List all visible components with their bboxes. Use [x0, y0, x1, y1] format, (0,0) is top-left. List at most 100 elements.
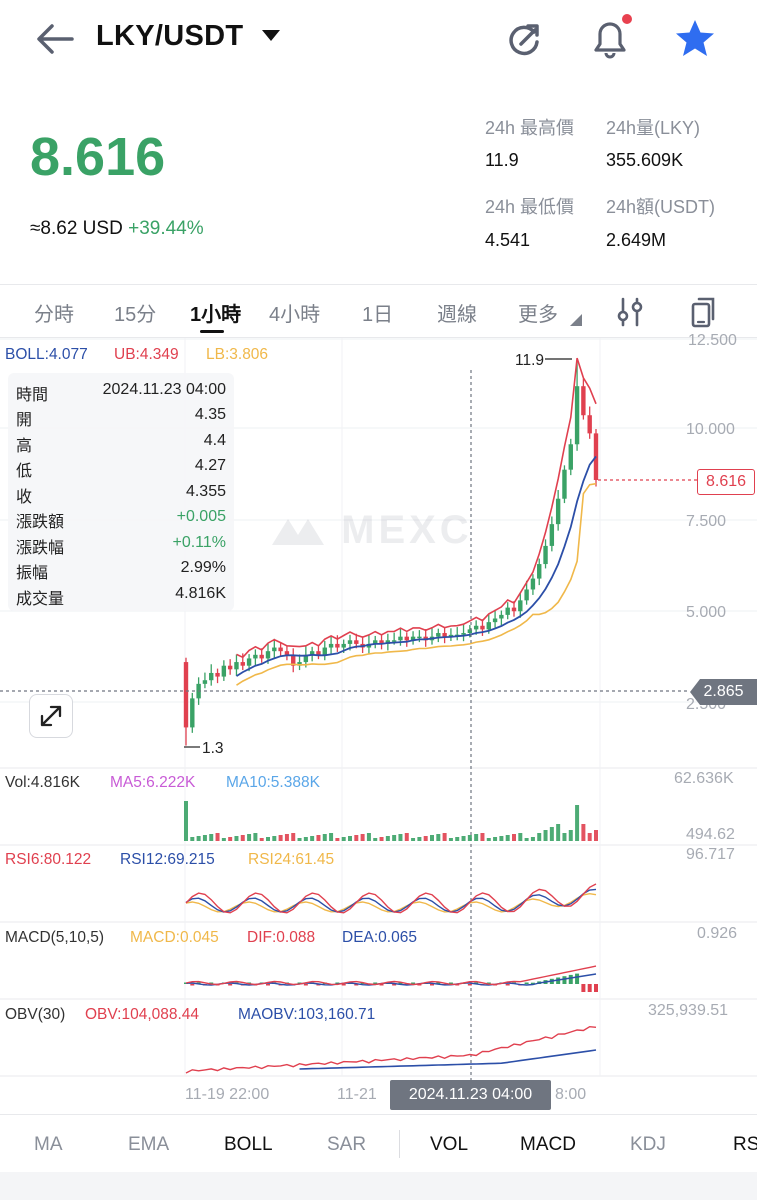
macd-histogram-bar [303, 984, 308, 986]
candle-body [442, 633, 447, 637]
divider [0, 284, 757, 285]
divider [0, 337, 757, 338]
fullscreen-toggle-button[interactable] [690, 296, 718, 333]
candle-body [253, 654, 258, 659]
active-tab-indicator [200, 330, 224, 333]
tab-timeline[interactable]: 分時 [34, 304, 74, 326]
candle-body [316, 651, 321, 655]
volume-bar [423, 836, 428, 841]
kline-chart[interactable] [0, 338, 757, 1113]
tab-weekly[interactable]: 週線 [437, 304, 477, 326]
macd-histogram-bar [530, 982, 535, 984]
macd-histogram-bar [209, 982, 214, 984]
macd-histogram-bar [398, 982, 403, 984]
indicator-boll[interactable]: BOLL [224, 1134, 273, 1155]
candle-body [530, 578, 536, 590]
candle-body [259, 654, 264, 659]
expand-chart-button[interactable] [29, 694, 73, 738]
candle-body [322, 647, 327, 655]
tooltip-value: 4.816K [175, 585, 226, 602]
volume-bar [575, 805, 580, 841]
tooltip-row: 成交量 4.816K [16, 585, 226, 609]
amount-label: 24h額(USDT) [606, 197, 716, 217]
amount-value: 2.649M [606, 230, 667, 250]
volume-bar [373, 838, 378, 841]
volume-bar [480, 833, 485, 841]
time-axis-label: 8:00 [555, 1086, 587, 1103]
alert-button[interactable] [588, 12, 634, 60]
candle-body [354, 640, 359, 644]
tooltip-row: 漲跌幅 +0.11% [16, 534, 226, 558]
volume-bar [354, 835, 359, 841]
indicator-ma[interactable]: MA [34, 1134, 63, 1155]
indicator-sar[interactable]: SAR [327, 1134, 367, 1155]
volume-bar [404, 833, 409, 841]
volume-bar [518, 833, 523, 841]
candle-body [499, 614, 504, 619]
tab-1h[interactable]: 1小時 [190, 304, 242, 326]
candle-body [524, 589, 529, 601]
macd-histogram-bar [556, 977, 561, 984]
tooltip-value: +0.005 [176, 508, 226, 525]
volume-bar [196, 836, 201, 841]
macd-histogram-bar [190, 984, 195, 986]
back-button[interactable] [34, 22, 76, 56]
candle-body [303, 654, 309, 663]
candle-body [423, 636, 428, 641]
boll-ub-value: UB:4.349 [114, 346, 179, 363]
indicator-ema[interactable]: EMA [128, 1134, 170, 1155]
refresh-button[interactable] [504, 20, 544, 60]
volume-bar [505, 835, 510, 841]
volume-bar [360, 834, 365, 841]
mexc-watermark: MEXC [270, 508, 473, 553]
candle-body [309, 651, 315, 655]
tab-1d[interactable]: 1日 [362, 304, 394, 326]
candle-body [404, 636, 409, 641]
indicator-vol[interactable]: VOL [430, 1134, 469, 1155]
tooltip-key: 高 [16, 438, 33, 455]
tooltip-row: 時間 2024.11.23 04:00 [16, 381, 226, 405]
indicator-kdj[interactable]: KDJ [630, 1134, 666, 1155]
volume-bar [284, 834, 289, 841]
volume-bar [303, 837, 308, 841]
candle-body [574, 386, 580, 445]
pair-title[interactable]: LKY/USDT [96, 20, 244, 52]
high-label: 24h 最高價 [485, 118, 575, 138]
boll-lb-line [236, 482, 597, 686]
candle-body [505, 607, 510, 615]
volume-bar [594, 830, 598, 841]
macd-histogram-bar [594, 984, 598, 992]
tooltip-value: 2.99% [180, 559, 226, 576]
candle-body [480, 625, 485, 630]
macd-axis-max: 0.926 [697, 925, 738, 942]
candle-body [265, 651, 271, 659]
tab-15m[interactable]: 15分 [114, 304, 157, 326]
caret-down-icon[interactable] [262, 30, 280, 41]
macd-histogram-bar [335, 982, 340, 984]
rsi24-value: RSI24:61.45 [248, 851, 335, 868]
indicator-macd[interactable]: MACD [520, 1134, 576, 1155]
candle-body [511, 607, 517, 612]
volume-bar [499, 836, 504, 841]
macd-histogram-bar [524, 982, 529, 984]
volume-bar [512, 834, 516, 841]
indicator-settings-button[interactable] [616, 296, 644, 333]
candle-body [347, 640, 353, 644]
candle-body [234, 662, 239, 670]
macd-histogram-bar [436, 982, 441, 984]
maobv-value: MAOBV:103,160.71 [238, 1006, 376, 1023]
tooltip-value: 2024.11.23 04:00 [102, 381, 226, 398]
tab-4h[interactable]: 4小時 [269, 304, 321, 326]
vol-axis-min: 494.62 [686, 826, 735, 843]
tab-more[interactable]: 更多 [518, 304, 558, 326]
favorite-button[interactable] [673, 18, 717, 60]
candle-body [284, 651, 290, 655]
volume-bar [474, 834, 479, 841]
indicator-rsi[interactable]: RS [733, 1134, 757, 1155]
candle-body [183, 662, 189, 728]
macd-histogram-bar [448, 982, 453, 984]
candle-body [562, 469, 567, 499]
macd-histogram-bar [373, 982, 378, 984]
candle-body [341, 643, 346, 648]
tooltip-key: 低 [16, 463, 33, 480]
